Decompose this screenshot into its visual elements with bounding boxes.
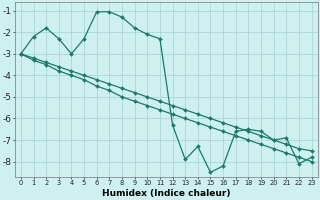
X-axis label: Humidex (Indice chaleur): Humidex (Indice chaleur) xyxy=(102,189,230,198)
